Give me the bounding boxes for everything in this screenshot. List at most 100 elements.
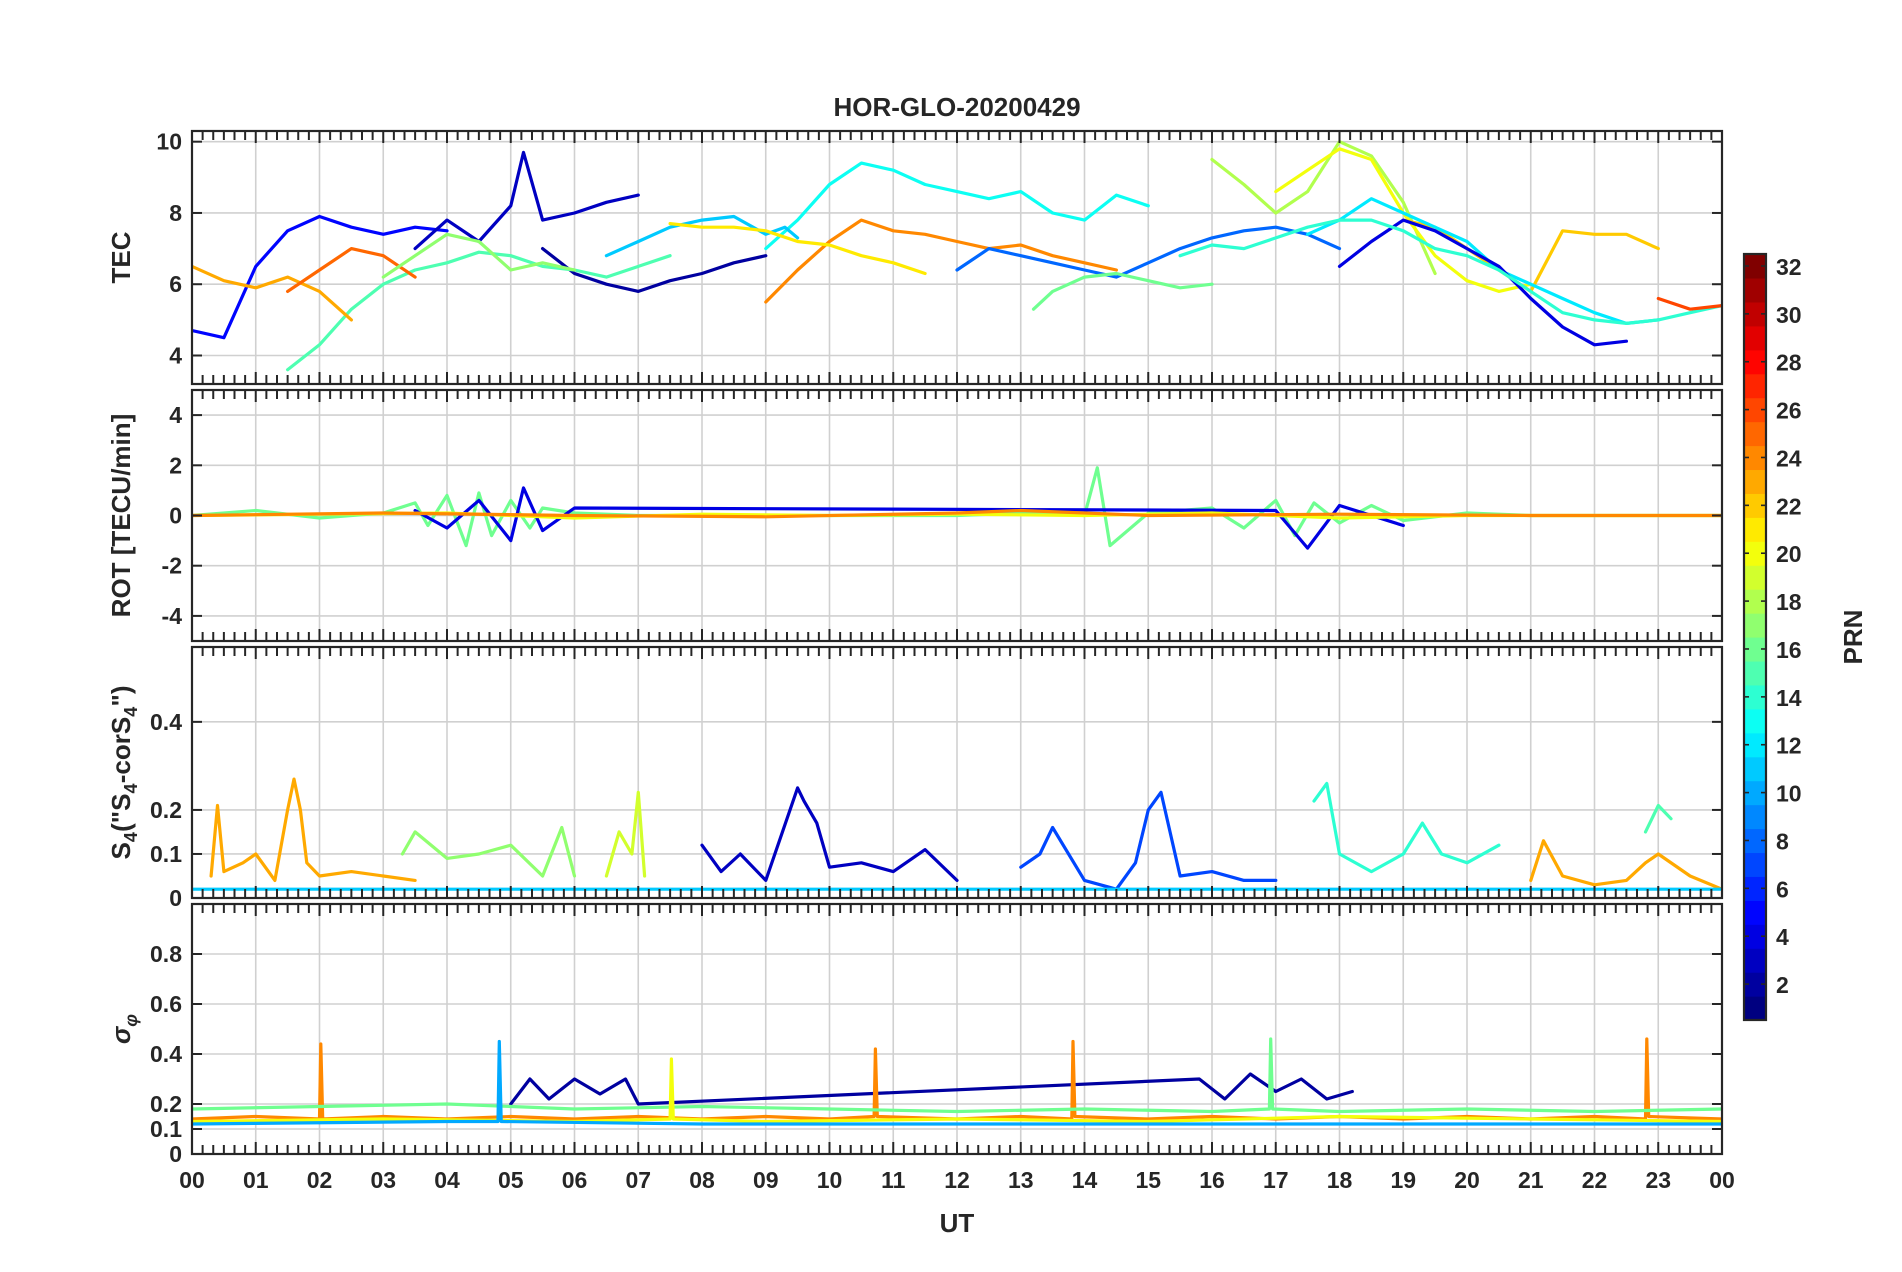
series-line-prn-3: [413, 150, 640, 251]
colorbar-swatch: [1744, 828, 1766, 854]
colorbar-swatch: [1744, 708, 1766, 734]
x-tick-label: 21: [1518, 1167, 1544, 1193]
series-line-prn-19: [604, 790, 647, 878]
series-line-prn-4: [413, 486, 1405, 550]
colorbar-swatch: [1744, 684, 1766, 710]
colorbar-swatch: [1744, 804, 1766, 830]
colorbar-tick-label: 30: [1776, 302, 1802, 328]
series-line-prn-23: [1529, 839, 1722, 891]
series-line-prn-23: [192, 264, 353, 322]
series-line-prn-18: [1210, 140, 1437, 276]
colorbar-swatch: [1744, 637, 1766, 662]
y-tick-label: 0: [169, 1141, 182, 1167]
y-tick-label: 0: [169, 885, 182, 911]
colorbar-swatch: [1744, 469, 1766, 494]
colorbar-tick-label: 6: [1776, 876, 1789, 902]
colorbar-tick-label: 22: [1776, 493, 1802, 519]
y-tick-label: -4: [162, 603, 183, 629]
colorbar-swatch: [1744, 445, 1766, 471]
x-tick-label: 13: [1008, 1167, 1034, 1193]
colorbar-swatch: [1744, 301, 1766, 327]
x-tick-label: 10: [817, 1167, 843, 1193]
panel-sigma-phi: 00.10.2 0.4 0.6 0.8 σφ 00 01 02 03 04 05 06 07 08 09 10…: [106, 902, 1735, 1193]
y-axis-label: S4 ("S4 -corS4 "): [106, 685, 141, 859]
y-tick-label: 2: [169, 452, 182, 478]
chart-title: HOR-GLO-20200429: [833, 92, 1080, 122]
colorbar-swatch: [1744, 900, 1766, 925]
colorbar-swatch: [1744, 996, 1766, 1021]
colorbar-swatch: [1744, 852, 1766, 877]
colorbar-swatch: [1744, 493, 1766, 518]
series-line-prn-2: [509, 1072, 1354, 1106]
x-axis-label: UT: [940, 1208, 975, 1238]
panel-rot: -4 -2 0 2 4 ROT [TECU/min]: [106, 388, 1724, 643]
colorbar-swatch: [1744, 373, 1766, 399]
y-tick-label: 0.1: [150, 1116, 182, 1142]
y-tick-label: 0.4: [150, 709, 182, 735]
colorbar-tick-label: 2: [1776, 972, 1789, 998]
y-tick-label: 0.4: [150, 1041, 182, 1067]
series-line-prn-8: [955, 225, 1342, 279]
colorbar-tick-label: 16: [1776, 637, 1802, 663]
x-tick-label: 04: [434, 1167, 460, 1193]
x-tick-label: 11: [881, 1167, 906, 1193]
colorbar-swatch: [1744, 589, 1766, 614]
colorbar-swatch: [1744, 732, 1766, 758]
colorbar-tick-label: 20: [1776, 541, 1802, 567]
x-tick-label: 06: [562, 1167, 588, 1193]
x-tick-label: 00: [179, 1167, 205, 1193]
x-tick-label: 01: [243, 1167, 269, 1193]
colorbar-swatch: [1744, 349, 1766, 375]
x-tick-label: 14: [1072, 1167, 1098, 1193]
series-line-prn-14: [1312, 781, 1501, 874]
y-tick-label: 0.2: [150, 1091, 182, 1117]
colorbar-label: PRN: [1838, 610, 1868, 665]
series-line-prn-17: [400, 825, 577, 878]
series-line-prn-2: [541, 247, 768, 293]
colorbar-tick-label: 10: [1776, 781, 1802, 807]
series-line-prn-25: [286, 247, 417, 293]
colorbar-swatch: [1744, 254, 1766, 279]
colorbar-tick-label: 12: [1776, 733, 1802, 759]
colorbar-swatch: [1744, 421, 1766, 447]
series-line-prn-17: [381, 232, 577, 279]
colorbar-tick-label: 28: [1776, 350, 1802, 376]
series-line-prn-14: [1178, 218, 1722, 325]
y-tick-label: 8: [169, 200, 182, 226]
x-tick-label: 15: [1135, 1167, 1161, 1193]
series-line-prn-24: [192, 508, 1722, 519]
panel-s4: 0 0.1 0.2 0.4 S4 ("S4 -corS4 "): [106, 645, 1724, 911]
x-tick-label: 12: [944, 1167, 970, 1193]
x-tick-label: 18: [1327, 1167, 1353, 1193]
y-tick-label: 6: [169, 271, 182, 297]
colorbar-swatch: [1744, 613, 1766, 638]
series-line-prn-21: [668, 222, 927, 276]
y-axis-label: TEC: [106, 231, 136, 283]
colorbar-swatch: [1744, 517, 1766, 542]
x-tick-label: 22: [1582, 1167, 1608, 1193]
colorbar-swatch: [1744, 972, 1766, 997]
series-line-prn-10: [192, 1039, 1722, 1126]
y-axis-label: σφ: [106, 1014, 141, 1044]
colorbar-tick-label: 32: [1776, 254, 1802, 280]
x-tick-label: 05: [498, 1167, 524, 1193]
colorbar-swatch: [1744, 325, 1766, 351]
x-tick-label: 07: [625, 1167, 651, 1193]
y-tick-label: 0.8: [150, 941, 182, 967]
colorbar-swatch: [1744, 541, 1766, 566]
colorbar-swatch: [1744, 876, 1766, 901]
series-line-prn-16: [1031, 271, 1214, 311]
colorbar-tick-label: 24: [1776, 445, 1802, 471]
colorbar-tick-label: 14: [1776, 685, 1802, 711]
series-line-prn-15: [286, 250, 672, 372]
y-tick-label: 0: [169, 503, 182, 529]
y-tick-label: 0.2: [150, 797, 182, 823]
series-line-prn-5: [192, 214, 449, 340]
y-tick-label: -2: [162, 553, 182, 579]
x-tick-label: 09: [753, 1167, 779, 1193]
series-line-prn-23: [209, 777, 417, 882]
y-tick-label: 4: [169, 342, 182, 368]
colorbar-tick-label: 26: [1776, 398, 1802, 424]
series-line-prn-4: [1337, 218, 1628, 347]
